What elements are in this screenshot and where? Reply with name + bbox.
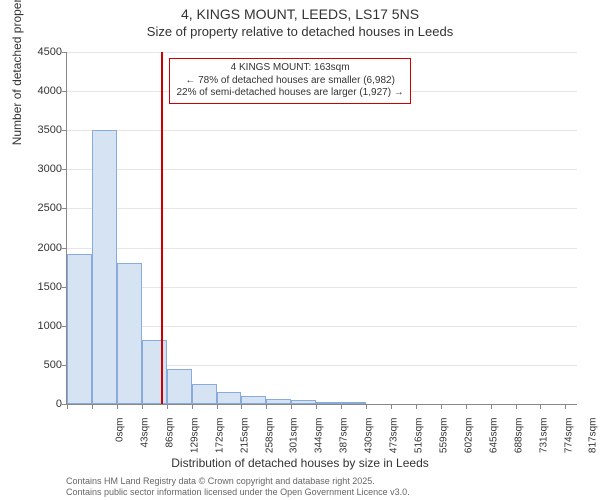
- x-axis-title: Distribution of detached houses by size …: [0, 456, 600, 470]
- x-tick-mark: [316, 404, 317, 409]
- y-tick-label: 3500: [22, 124, 62, 136]
- y-tick-mark: [62, 208, 67, 209]
- x-tick-label: 473sqm: [389, 418, 400, 468]
- x-tick-mark: [167, 404, 168, 409]
- y-tick-label: 1000: [22, 320, 62, 332]
- x-tick-label: 430sqm: [364, 418, 375, 468]
- gridline: [67, 169, 577, 170]
- histogram-bar: [266, 399, 291, 404]
- gridline: [67, 208, 577, 209]
- histogram-bar: [67, 254, 92, 404]
- x-tick-mark: [142, 404, 143, 409]
- x-tick-mark: [466, 404, 467, 409]
- x-tick-label: 344sqm: [314, 418, 325, 468]
- x-tick-mark: [341, 404, 342, 409]
- x-tick-mark: [540, 404, 541, 409]
- histogram-bar: [92, 130, 117, 404]
- x-tick-label: 0sqm: [115, 418, 126, 468]
- annotation-box: 4 KINGS MOUNT: 163sqm← 78% of detached h…: [169, 58, 410, 104]
- x-tick-label: 602sqm: [463, 418, 474, 468]
- x-tick-mark: [491, 404, 492, 409]
- gridline: [67, 326, 577, 327]
- x-tick-label: 43sqm: [139, 418, 150, 468]
- x-tick-label: 86sqm: [164, 418, 175, 468]
- x-tick-mark: [117, 404, 118, 409]
- x-tick-label: 387sqm: [339, 418, 350, 468]
- y-tick-label: 0: [22, 398, 62, 410]
- x-tick-mark: [416, 404, 417, 409]
- histogram-bar: [167, 369, 192, 404]
- x-tick-label: 559sqm: [438, 418, 449, 468]
- y-tick-label: 2000: [22, 242, 62, 254]
- x-tick-label: 645sqm: [488, 418, 499, 468]
- histogram-bar: [117, 263, 142, 404]
- x-tick-label: 774sqm: [563, 418, 574, 468]
- histogram-bar: [341, 402, 366, 404]
- footer-line-1: Contains HM Land Registry data © Crown c…: [66, 476, 410, 487]
- gridline: [67, 52, 577, 53]
- footer-line-2: Contains public sector information licen…: [66, 487, 410, 498]
- x-tick-mark: [241, 404, 242, 409]
- annotation-line: 4 KINGS MOUNT: 163sqm: [176, 62, 403, 75]
- histogram-bar: [316, 402, 341, 404]
- reference-line: [161, 52, 163, 404]
- x-tick-label: 258sqm: [264, 418, 275, 468]
- x-tick-label: 129sqm: [189, 418, 200, 468]
- gridline: [67, 130, 577, 131]
- y-tick-mark: [62, 91, 67, 92]
- title-block: 4, KINGS MOUNT, LEEDS, LS17 5NS Size of …: [0, 0, 600, 39]
- x-tick-label: 516sqm: [414, 418, 425, 468]
- x-tick-mark: [192, 404, 193, 409]
- y-tick-label: 4500: [22, 46, 62, 58]
- x-tick-mark: [565, 404, 566, 409]
- y-tick-label: 1500: [22, 281, 62, 293]
- x-tick-label: 172sqm: [214, 418, 225, 468]
- footer-attribution: Contains HM Land Registry data © Crown c…: [66, 476, 410, 498]
- histogram-bar: [241, 396, 266, 404]
- chart-plot-area: 4 KINGS MOUNT: 163sqm← 78% of detached h…: [66, 52, 577, 405]
- x-tick-label: 301sqm: [289, 418, 300, 468]
- gridline: [67, 287, 577, 288]
- y-tick-label: 4000: [22, 85, 62, 97]
- annotation-line: ← 78% of detached houses are smaller (6,…: [176, 75, 403, 88]
- chart-title: 4, KINGS MOUNT, LEEDS, LS17 5NS: [0, 6, 600, 22]
- y-tick-label: 3000: [22, 163, 62, 175]
- x-tick-mark: [291, 404, 292, 409]
- x-tick-mark: [266, 404, 267, 409]
- y-tick-mark: [62, 130, 67, 131]
- y-tick-mark: [62, 169, 67, 170]
- x-tick-label: 688sqm: [513, 418, 524, 468]
- x-tick-label: 731sqm: [538, 418, 549, 468]
- x-tick-mark: [92, 404, 93, 409]
- histogram-bar: [192, 384, 217, 404]
- y-tick-mark: [62, 248, 67, 249]
- x-tick-mark: [516, 404, 517, 409]
- annotation-line: 22% of semi-detached houses are larger (…: [176, 87, 403, 100]
- chart-subtitle: Size of property relative to detached ho…: [0, 24, 600, 39]
- y-tick-label: 2500: [22, 202, 62, 214]
- x-tick-mark: [441, 404, 442, 409]
- y-tick-label: 500: [22, 359, 62, 371]
- gridline: [67, 248, 577, 249]
- x-tick-mark: [391, 404, 392, 409]
- x-tick-mark: [67, 404, 68, 409]
- histogram-bar: [291, 400, 316, 404]
- histogram-bar: [217, 392, 242, 404]
- x-tick-mark: [366, 404, 367, 409]
- y-tick-mark: [62, 52, 67, 53]
- x-tick-label: 215sqm: [239, 418, 250, 468]
- x-tick-label: 817sqm: [588, 418, 599, 468]
- x-tick-mark: [217, 404, 218, 409]
